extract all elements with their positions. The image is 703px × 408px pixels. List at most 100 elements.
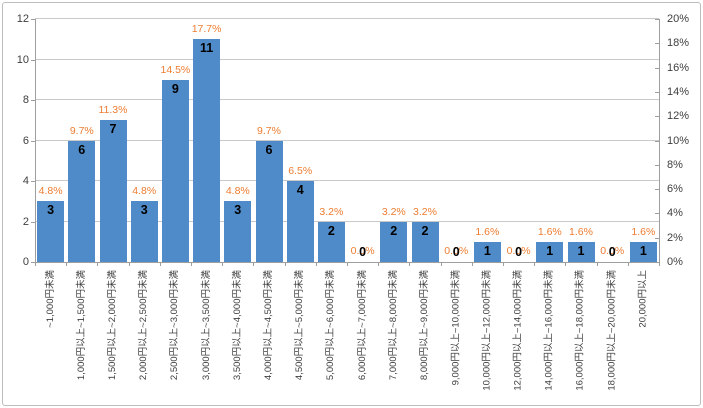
count-data-label: 7	[109, 122, 117, 137]
x-axis-category-label: 4,000円以上~4,500円未満	[263, 270, 274, 381]
count-data-label: 1	[546, 243, 554, 258]
bar	[567, 241, 595, 262]
right-axis-tick-label: 18%	[667, 37, 690, 50]
bar	[255, 140, 283, 262]
count-data-label: 6	[265, 142, 273, 157]
x-axis-tick	[66, 262, 68, 266]
left-axis-tick	[31, 181, 35, 182]
left-axis-tick	[31, 140, 35, 142]
x-axis-category-label: 2,000円以上~2,500円未満	[138, 270, 150, 381]
x-axis-category-label: 1,000円以上~1,500円未満	[75, 270, 87, 381]
count-data-label: 2	[327, 223, 335, 238]
x-axis-tick	[159, 262, 161, 266]
percent-data-label: 0.0%	[350, 245, 375, 257]
percent-data-label: 6.5%	[288, 165, 313, 177]
count-data-label: 4	[296, 183, 304, 197]
count-data-label: 6	[78, 142, 86, 157]
x-axis-tick	[440, 262, 442, 266]
percent-data-label: 0.0%	[600, 245, 625, 257]
bar	[99, 120, 127, 262]
gridline	[35, 180, 659, 181]
x-axis-tick	[503, 262, 504, 266]
count-data-label: 11	[199, 41, 214, 56]
bar	[536, 241, 564, 262]
right-axis-tick	[655, 67, 659, 69]
percent-data-label: 1.6%	[631, 225, 656, 238]
bar	[286, 181, 314, 262]
left-axis-tick-label: 2	[22, 215, 29, 228]
percent-data-label: 4.8%	[38, 185, 63, 198]
right-axis-tick-label: 10%	[667, 134, 690, 147]
left-axis-line	[35, 19, 36, 262]
count-data-label: 2	[421, 223, 429, 238]
bar	[473, 241, 501, 262]
right-axis-tick	[655, 189, 659, 191]
left-axis-tick	[31, 262, 35, 263]
count-data-label: 1	[639, 243, 647, 258]
x-axis-category-label: 1,500円以上~2,000円未満	[107, 270, 118, 381]
x-axis-category-label: 8,000円以上~9,000円未満	[419, 270, 430, 381]
x-axis-tick	[627, 262, 629, 266]
bar	[629, 241, 657, 262]
right-axis-tick-label: 12%	[667, 110, 690, 123]
x-axis-tick	[347, 262, 348, 266]
x-axis-category-label: ~1,000円未満	[44, 270, 56, 328]
x-axis-category-label: 16,000円以上~18,000円未満	[575, 270, 586, 391]
x-axis-category-label: 10,000円以上~12,000円未満	[481, 270, 493, 391]
right-axis-tick-label: 20%	[667, 13, 690, 25]
percent-data-label: 17.7%	[191, 23, 222, 36]
bar	[193, 39, 221, 262]
left-axis-tick	[31, 100, 35, 101]
right-axis-tick-label: 14%	[667, 85, 690, 98]
percent-data-label: 4.8%	[132, 185, 157, 198]
percent-data-label: 1.6%	[537, 225, 562, 238]
right-axis-tick-label: 6%	[667, 183, 683, 196]
right-axis-tick-label: 8%	[667, 158, 683, 171]
x-axis-category-label: 5,000円以上~6,000円未満	[325, 270, 337, 381]
left-axis-tick-label: 6	[22, 134, 29, 147]
gridline	[35, 18, 659, 19]
right-axis-line	[659, 19, 660, 263]
x-axis-tick	[534, 262, 536, 266]
left-axis-tick-label: 12	[16, 13, 29, 25]
x-axis-category-label: 3,500円以上~4,000円未満	[231, 270, 243, 381]
right-axis-tick-label: 4%	[667, 207, 683, 220]
right-axis-tick	[655, 213, 659, 215]
x-axis-tick	[35, 262, 36, 266]
left-axis-tick-label: 0	[22, 256, 29, 268]
right-axis-tick-label: 0%	[667, 256, 683, 268]
percent-data-label: 0.0%	[444, 245, 469, 257]
right-axis-tick	[655, 237, 659, 239]
bar	[224, 201, 252, 262]
x-axis-category-label: 6,000円以上~7,000円未満	[356, 270, 368, 381]
x-axis-tick	[315, 262, 317, 266]
bar	[317, 221, 345, 262]
bar	[130, 201, 158, 262]
gridline	[35, 99, 659, 100]
left-axis-tick-label: 8	[22, 94, 29, 106]
right-axis-tick-label: 2%	[667, 231, 683, 244]
left-axis-tick-label: 4	[22, 175, 29, 187]
right-axis-tick	[655, 262, 659, 263]
percent-data-label: 9.7%	[257, 124, 281, 137]
count-data-label: 1	[577, 243, 585, 258]
gridline	[35, 139, 659, 141]
x-axis-tick	[222, 262, 224, 266]
x-axis-category-label: 7,000円以上~8,000円未満	[387, 270, 399, 381]
bar	[380, 221, 408, 262]
percent-data-label: 3.2%	[319, 205, 344, 218]
x-axis-tick	[565, 262, 567, 266]
count-data-label: 1	[483, 243, 491, 258]
count-data-label: 0	[608, 245, 616, 259]
x-axis-category-label: 4,500円以上~5,000円未満	[294, 270, 306, 381]
count-data-label: 0	[515, 245, 523, 259]
bar	[68, 140, 96, 262]
x-axis-tick	[191, 262, 192, 266]
right-axis-tick	[655, 116, 659, 118]
x-axis-tick	[409, 262, 411, 266]
bar	[37, 201, 65, 262]
right-axis-tick-label: 16%	[667, 61, 690, 74]
gridline	[35, 58, 659, 60]
gridline	[35, 220, 659, 222]
